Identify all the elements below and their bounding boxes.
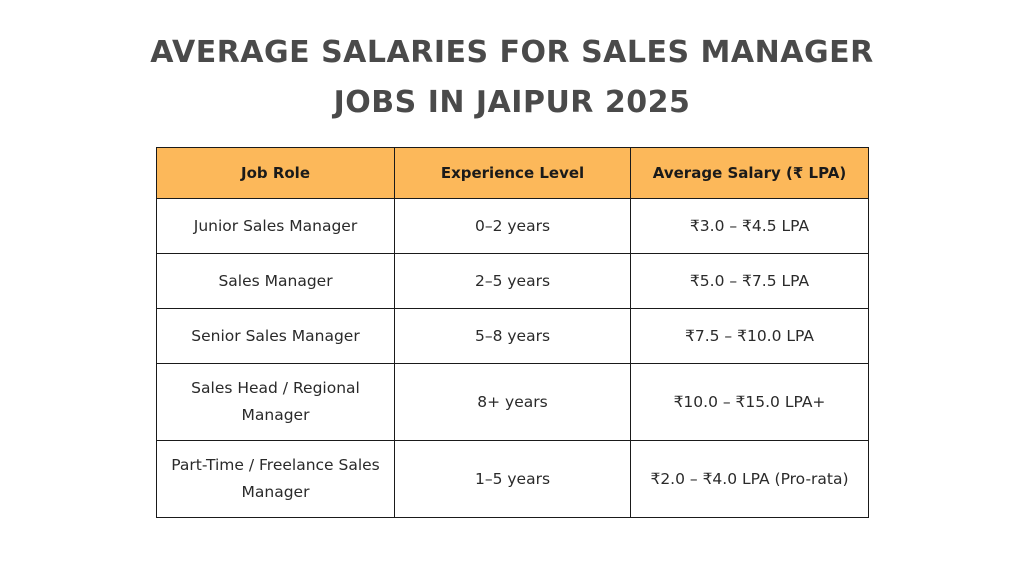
- cell-experience: 1–5 years: [394, 440, 631, 518]
- page-title-line-2: JOBS IN JAIPUR 2025: [333, 85, 691, 120]
- cell-experience: 2–5 years: [394, 253, 631, 309]
- cell-salary: ₹5.0 – ₹7.5 LPA: [630, 253, 869, 309]
- cell-experience: 5–8 years: [394, 308, 631, 364]
- cell-salary: ₹2.0 – ₹4.0 LPA (Pro-rata): [630, 440, 869, 518]
- header-experience-level: Experience Level: [394, 147, 631, 199]
- cell-job-role: Sales Manager: [156, 253, 395, 309]
- table-header-row: Job Role Experience Level Average Salary…: [156, 147, 869, 199]
- table-row: Sales Manager 2–5 years ₹5.0 – ₹7.5 LPA: [156, 253, 869, 309]
- cell-salary: ₹3.0 – ₹4.5 LPA: [630, 198, 869, 254]
- cell-salary: ₹7.5 – ₹10.0 LPA: [630, 308, 869, 364]
- cell-salary: ₹10.0 – ₹15.0 LPA+: [630, 363, 869, 441]
- table-row: Senior Sales Manager 5–8 years ₹7.5 – ₹1…: [156, 308, 869, 364]
- salary-table: Job Role Experience Level Average Salary…: [156, 147, 869, 518]
- header-job-role: Job Role: [156, 147, 395, 199]
- cell-job-role: Sales Head / Regional Manager: [156, 363, 395, 441]
- table-row: Sales Head / Regional Manager 8+ years ₹…: [156, 363, 869, 441]
- header-average-salary: Average Salary (₹ LPA): [630, 147, 869, 199]
- cell-job-role: Junior Sales Manager: [156, 198, 395, 254]
- table-row: Part-Time / Freelance Sales Manager 1–5 …: [156, 440, 869, 518]
- table-row: Junior Sales Manager 0–2 years ₹3.0 – ₹4…: [156, 198, 869, 254]
- page-title: AVERAGE SALARIES FOR SALES MANAGER JOBS …: [0, 28, 1024, 128]
- page-title-line-1: AVERAGE SALARIES FOR SALES MANAGER: [150, 35, 874, 70]
- cell-experience: 0–2 years: [394, 198, 631, 254]
- cell-job-role: Part-Time / Freelance Sales Manager: [156, 440, 395, 518]
- cell-job-role: Senior Sales Manager: [156, 308, 395, 364]
- cell-experience: 8+ years: [394, 363, 631, 441]
